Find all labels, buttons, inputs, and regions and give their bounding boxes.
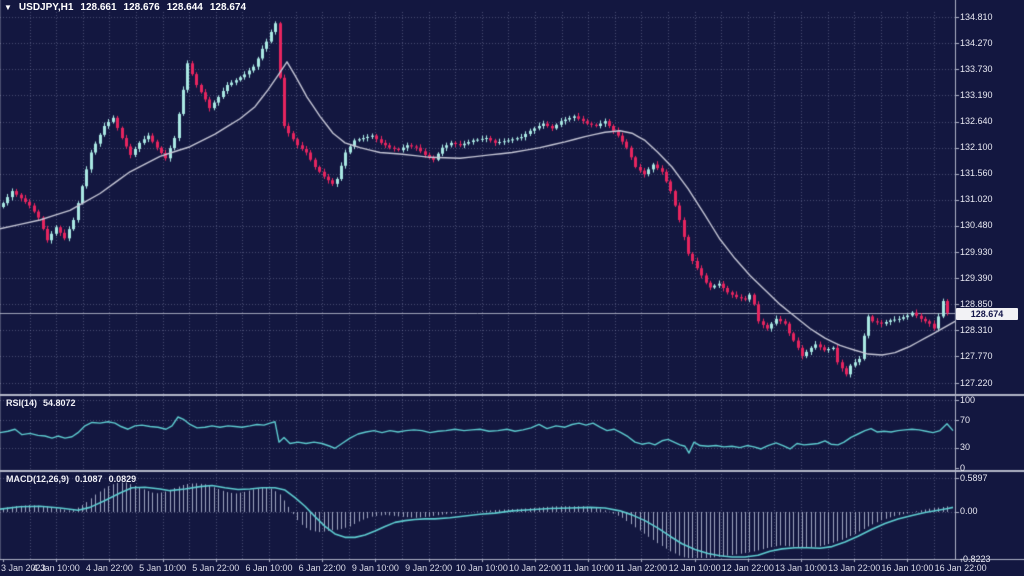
time-tick-label: 5 Jan 22:00: [192, 563, 240, 573]
macd-tick-label: -0.8223: [960, 553, 991, 564]
macd-tick-label: 0.5897: [960, 472, 988, 483]
time-tick-label: 11 Jan 10:00: [562, 563, 614, 573]
time-tick-label: 3 Jan 2023: [1, 563, 46, 573]
price-tick-label: 129.930: [960, 246, 993, 257]
time-tick-label: 16 Jan 22:00: [934, 563, 987, 573]
time-tick-label: 9 Jan 22:00: [405, 563, 453, 573]
price-tick-label: 130.480: [960, 220, 993, 231]
price-tick-label: 128.850: [960, 298, 993, 309]
price-tick-label: 132.640: [960, 116, 993, 127]
time-tick-label: 13 Jan 22:00: [828, 563, 881, 573]
price-tick-label: 127.220: [960, 377, 993, 388]
time-tick-label: 12 Jan 22:00: [721, 563, 774, 573]
price-tick-label: 128.310: [960, 324, 993, 335]
time-tick-label: 11 Jan 22:00: [615, 563, 668, 573]
rsi-tick-label: 70: [960, 414, 971, 425]
time-tick-label: 4 Jan 22:00: [85, 563, 133, 573]
rsi-tick-label: 0: [960, 462, 966, 473]
price-tick-label: 129.390: [960, 272, 993, 283]
time-tick-label: 16 Jan 10:00: [881, 563, 934, 573]
price-tick-label: 131.020: [960, 194, 993, 205]
time-tick-label: 13 Jan 10:00: [774, 563, 828, 573]
price-tick-label: 134.810: [960, 11, 993, 22]
time-tick-label: 12 Jan 10:00: [668, 563, 721, 573]
price-tick-label: 132.100: [960, 142, 993, 153]
time-tick-label: 10 Jan 10:00: [455, 563, 508, 573]
rsi-tick-label: 100: [960, 394, 976, 405]
rsi-tick-label: 30: [960, 442, 971, 453]
price-tick-label: 134.270: [960, 37, 993, 48]
time-tick-label: 6 Jan 10:00: [245, 563, 293, 573]
price-tick-label: 133.730: [960, 63, 993, 74]
current-price-tag: 128.674: [956, 308, 1018, 320]
time-tick-label: 5 Jan 10:00: [139, 563, 187, 573]
time-tick-label: 6 Jan 22:00: [298, 563, 346, 573]
time-tick-label: 10 Jan 22:00: [508, 563, 562, 573]
price-tick-label: 127.770: [960, 350, 993, 361]
time-tick-label: 9 Jan 10:00: [351, 563, 399, 573]
price-tick-label: 131.560: [960, 168, 993, 179]
price-tick-label: 133.190: [960, 89, 993, 100]
macd-tick-label: 0.00: [960, 506, 978, 517]
time-tick-label: 4 Jan 10:00: [32, 563, 80, 573]
